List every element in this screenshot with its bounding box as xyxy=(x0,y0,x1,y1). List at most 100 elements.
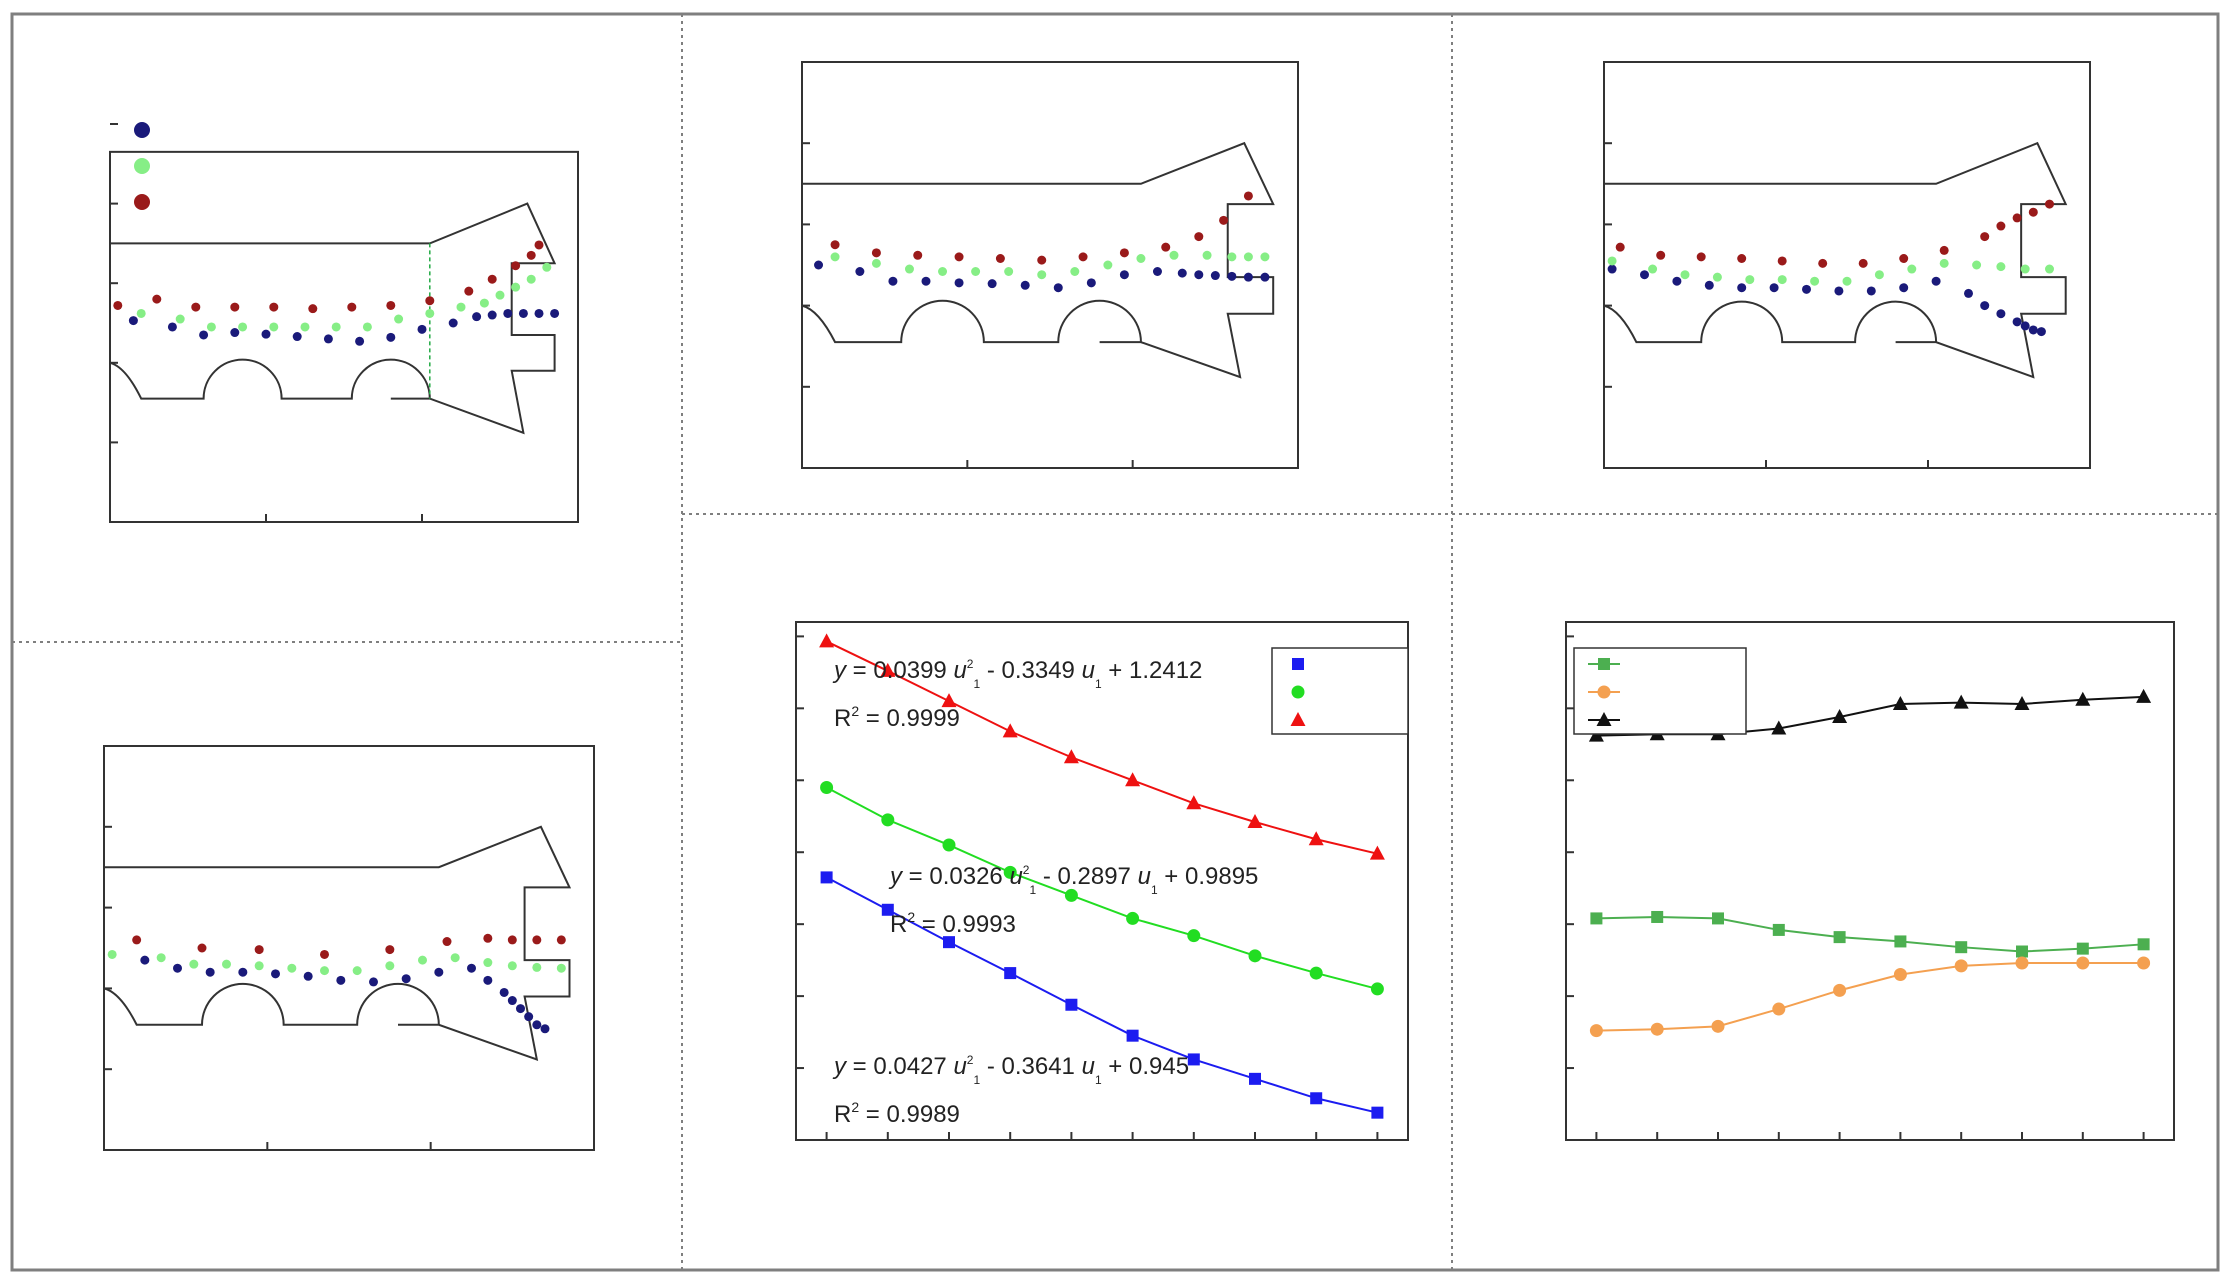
channel-outline xyxy=(1604,141,2068,379)
particle-point-1 xyxy=(362,322,372,332)
particle-point-1 xyxy=(1103,260,1113,270)
particle-point-1 xyxy=(542,262,552,272)
particle-point-1 xyxy=(1972,260,1982,270)
data-point-2 xyxy=(2136,688,2152,703)
data-point-2 xyxy=(1832,708,1848,723)
equation-part: y xyxy=(888,863,904,890)
particle-point-0 xyxy=(1119,270,1129,280)
particle-point-1 xyxy=(1874,270,1884,280)
particle-point-1 xyxy=(385,961,395,971)
fit-r2-0: R2 = 0.9999 xyxy=(834,703,960,732)
r2-value: = 0.9989 xyxy=(859,1101,960,1128)
particle-point-2 xyxy=(1980,232,1990,242)
panel-f xyxy=(1565,621,2175,1141)
particle-point-1 xyxy=(830,252,840,262)
particle-point-1 xyxy=(269,322,279,332)
particle-point-2 xyxy=(1194,232,1204,242)
particle-point-1 xyxy=(904,264,914,274)
data-point-0 xyxy=(1651,910,1664,923)
particle-point-2 xyxy=(1858,258,1868,268)
particle-point-1 xyxy=(479,298,489,308)
particle-point-0 xyxy=(1607,264,1617,274)
particle-point-1 xyxy=(300,322,310,332)
data-point-0 xyxy=(1310,1092,1323,1105)
particle-point-2 xyxy=(913,250,923,260)
particle-point-2 xyxy=(507,935,517,945)
data-point-1 xyxy=(1650,1022,1664,1036)
r2-value: = 0.9993 xyxy=(915,911,1016,938)
data-point-2 xyxy=(2014,696,2030,711)
particle-point-0 xyxy=(516,1004,525,1014)
particle-point-1 xyxy=(507,961,517,971)
particle-point-1 xyxy=(1996,262,2006,272)
data-point-1 xyxy=(1772,1002,1786,1016)
particle-point-1 xyxy=(175,314,185,324)
particle-point-0 xyxy=(550,308,560,318)
data-point-2 xyxy=(1186,795,1202,810)
particle-point-0 xyxy=(448,318,458,328)
particle-point-2 xyxy=(1615,242,1625,252)
particle-point-2 xyxy=(2012,213,2022,223)
particle-point-2 xyxy=(483,933,493,943)
particle-point-0 xyxy=(303,971,313,981)
axes-frame xyxy=(1603,61,2091,469)
equation-part: - 0.3349 xyxy=(980,657,1081,684)
data-point-2 xyxy=(1063,749,1079,764)
particle-point-2 xyxy=(1119,248,1129,258)
particle-point-0 xyxy=(261,329,271,339)
data-point-0 xyxy=(1249,1072,1261,1085)
equation-part: 1 xyxy=(1029,883,1036,897)
particle-point-0 xyxy=(1769,283,1779,293)
particle-point-1 xyxy=(456,302,466,312)
particle-point-2 xyxy=(1939,245,1949,255)
particle-point-1 xyxy=(938,266,948,276)
series-line-1 xyxy=(1596,962,2144,1032)
particle-point-2 xyxy=(1219,215,1229,225)
equation-part: 1 xyxy=(973,677,980,691)
particle-point-2 xyxy=(386,300,396,310)
panel-e: y = 0.0399 u21 - 0.3349 u1 + 1.2412 R2 = … xyxy=(795,621,1409,1141)
particle-point-2 xyxy=(1037,255,1047,265)
data-point-1 xyxy=(1248,949,1262,963)
particle-point-1 xyxy=(238,322,248,332)
axes-frame xyxy=(795,621,1409,1141)
legend-marker-0 xyxy=(1292,658,1304,670)
particle-point-1 xyxy=(1680,270,1690,280)
particle-point-1 xyxy=(352,966,362,976)
channel-outline xyxy=(110,202,557,435)
axes-frame xyxy=(1565,621,2175,1141)
particle-point-0 xyxy=(1866,286,1876,296)
legend-marker-1 xyxy=(1597,685,1611,699)
particle-point-2 xyxy=(871,248,881,258)
channel-outline xyxy=(104,825,572,1062)
particle-point-1 xyxy=(1004,266,1014,276)
data-point-1 xyxy=(1003,865,1017,879)
particle-point-0 xyxy=(954,278,964,288)
fit-equation-0: y = 0.0399 u21 - 0.3349 u1 + 1.2412 xyxy=(832,657,1202,691)
data-point-2 xyxy=(880,662,896,677)
particle-point-0 xyxy=(230,328,240,338)
particle-point-0 xyxy=(1834,286,1844,296)
data-point-1 xyxy=(2137,956,2151,970)
particle-point-2 xyxy=(1078,252,1088,262)
particle-point-2 xyxy=(197,943,207,953)
axes-frame xyxy=(801,61,1299,469)
data-point-1 xyxy=(1893,968,1907,982)
fit-equation-2: y = 0.0427 u21 - 0.3641 u1 + 0.945 xyxy=(832,1053,1189,1087)
particle-point-2 xyxy=(2045,199,2054,209)
particle-point-2 xyxy=(534,240,544,250)
particle-point-0 xyxy=(434,967,444,977)
data-point-0 xyxy=(881,903,894,916)
particle-point-2 xyxy=(1899,254,1909,264)
particle-point-0 xyxy=(855,266,865,276)
particle-point-0 xyxy=(1210,271,1220,281)
particle-point-2 xyxy=(1243,191,1253,201)
particle-point-1 xyxy=(556,963,566,973)
particle-point-0 xyxy=(292,332,302,342)
particle-point-0 xyxy=(507,996,517,1006)
data-point-0 xyxy=(2137,938,2150,951)
particle-point-2 xyxy=(320,949,329,959)
particle-point-2 xyxy=(487,274,497,284)
series-line-2 xyxy=(826,640,1378,855)
